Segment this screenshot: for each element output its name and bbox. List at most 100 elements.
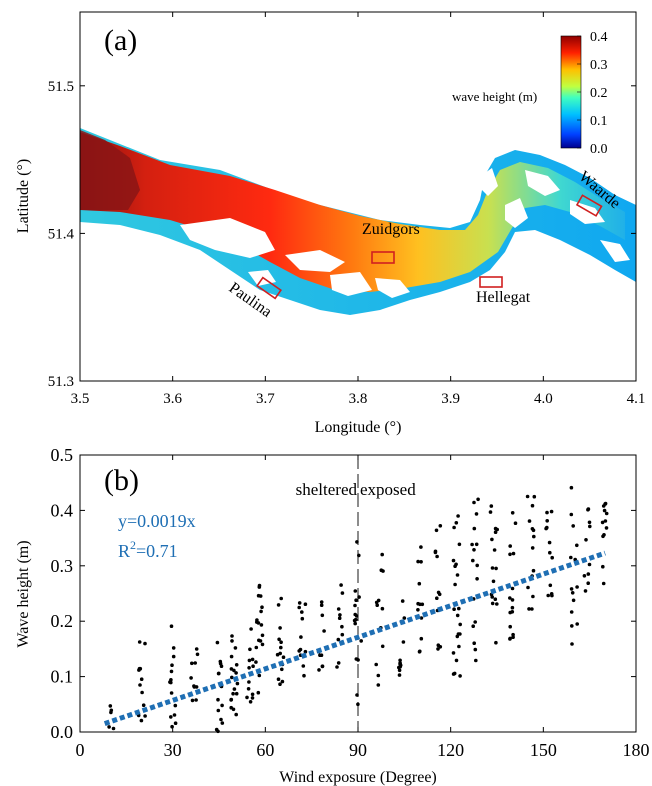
scatter-point-24 <box>170 663 174 667</box>
scatter-point-89 <box>259 623 264 627</box>
scatter-point-53 <box>218 659 223 664</box>
scatter-point-286 <box>530 546 535 550</box>
scatter-point-337 <box>604 526 609 530</box>
map-y-tick-label-2: 51.5 <box>48 79 74 95</box>
scatter-point-324 <box>584 538 588 542</box>
panel-a-letter: (a) <box>104 24 137 57</box>
scatter-point-326 <box>586 507 590 512</box>
map-x-tick-label-5: 4.0 <box>534 391 553 407</box>
scatter-point-215 <box>457 606 461 611</box>
scatter-point-211 <box>434 528 439 533</box>
scatter-point-319 <box>569 512 574 517</box>
scatter-point-217 <box>455 573 460 577</box>
scatter-point-180 <box>397 668 402 673</box>
scatter-point-236 <box>473 620 478 624</box>
scatter-point-153 <box>359 639 364 643</box>
scatter-point-110 <box>279 596 284 601</box>
scatter-point-1 <box>107 725 111 729</box>
scatter-point-159 <box>354 598 358 602</box>
scatter-point-175 <box>380 644 385 649</box>
scatter-point-9 <box>139 677 144 681</box>
scatter-x-tick-label-5: 150 <box>530 740 557 760</box>
scatter-point-22 <box>173 703 178 708</box>
scatter-x-tick-label-1: 30 <box>164 740 182 760</box>
scatter-point-111 <box>276 677 281 681</box>
scatter-point-72 <box>233 646 238 650</box>
scatter-point-256 <box>493 597 498 601</box>
scatter-point-5 <box>141 703 146 707</box>
scatter-point-316 <box>575 543 579 548</box>
scatter-point-341 <box>602 508 607 513</box>
scatter-point-338 <box>604 511 609 516</box>
site-box-zuidgors <box>371 251 395 264</box>
scatter-point-229 <box>457 542 462 547</box>
scatter-point-170 <box>379 568 384 572</box>
scatter-point-252 <box>488 510 493 514</box>
scatter-point-30 <box>169 624 174 628</box>
scatter-point-330 <box>587 520 592 525</box>
scatter-point-68 <box>232 668 236 673</box>
scatter-point-309 <box>571 524 575 528</box>
scatter-point-287 <box>530 503 535 508</box>
scatter-point-289 <box>530 527 535 531</box>
scatter-point-320 <box>569 587 574 591</box>
scatter-point-203 <box>436 647 440 651</box>
map-y-ticks: 51.3 51.4 51.5 <box>48 79 636 390</box>
scatter-point-213 <box>456 514 460 518</box>
scatter-point-204 <box>435 554 439 559</box>
scatter-point-50 <box>219 717 223 722</box>
scatter-x-ticks: 0 30 60 90 120 150 180 <box>76 455 650 760</box>
scatter-x-tick-label-2: 60 <box>256 740 274 760</box>
site-label-zuidgors: Zuidgors <box>362 221 420 238</box>
scatter-point-171 <box>380 606 385 611</box>
scatter-point-288 <box>531 568 536 573</box>
scatter-point-198 <box>419 560 423 564</box>
map-x-tick-label-6: 4.1 <box>627 391 646 407</box>
colorbar-tick-label-4: 0.0 <box>590 142 608 157</box>
scatter-point-268 <box>508 624 512 629</box>
colorbar: 0.4 0.3 0.2 0.1 0.0 wave height (m) <box>452 30 608 157</box>
scatter-point-113 <box>279 645 283 650</box>
scatter-point-59 <box>230 634 234 638</box>
site-box-paulina <box>256 276 282 300</box>
scatter-point-339 <box>600 520 605 525</box>
scatter-x-tick-label-3: 90 <box>349 740 367 760</box>
scatter-point-311 <box>570 642 574 646</box>
scatter-point-313 <box>569 555 573 560</box>
scatter-point-247 <box>471 624 476 628</box>
scatter-point-296 <box>527 607 531 611</box>
scatter-point-310 <box>569 610 574 614</box>
estuary-mouth <box>80 130 140 210</box>
scatter-point-73 <box>247 680 251 684</box>
colorbar-tick-label-0: 0.4 <box>590 30 608 45</box>
scatter-x-tick-label-0: 0 <box>76 740 85 760</box>
scatter-point-176 <box>375 603 380 607</box>
scatter-point-83 <box>249 627 253 631</box>
scatter-point-240 <box>472 500 476 505</box>
scatter-point-126 <box>303 602 308 606</box>
scatter-point-95 <box>258 594 263 598</box>
scatter-point-41 <box>216 697 220 702</box>
scatter-point-220 <box>452 607 456 611</box>
scatter-point-44 <box>220 703 224 708</box>
scatter-point-294 <box>527 519 532 523</box>
colorbar-tick-label-3: 0.1 <box>590 114 608 129</box>
scatter-point-28 <box>170 724 174 729</box>
scatter-point-20 <box>169 691 174 695</box>
scatter-point-332 <box>583 589 588 593</box>
scatter-point-155 <box>353 603 357 608</box>
scatter-x-axis-label: Wind exposure (Degree) <box>279 769 437 786</box>
scatter-point-103 <box>278 682 282 686</box>
scatter-point-144 <box>336 607 341 611</box>
scatter-point-273 <box>511 632 515 637</box>
scatter-point-219 <box>454 658 459 663</box>
scatter-point-302 <box>545 519 549 523</box>
scatter-point-263 <box>489 504 494 508</box>
scatter-point-299 <box>549 509 554 514</box>
estuary-heatmap <box>80 128 636 315</box>
scatter-point-39 <box>193 661 197 665</box>
scatter-point-281 <box>508 637 512 641</box>
scatter-point-37 <box>195 652 200 657</box>
scatter-point-62 <box>231 707 236 712</box>
scatter-point-87 <box>260 605 264 609</box>
